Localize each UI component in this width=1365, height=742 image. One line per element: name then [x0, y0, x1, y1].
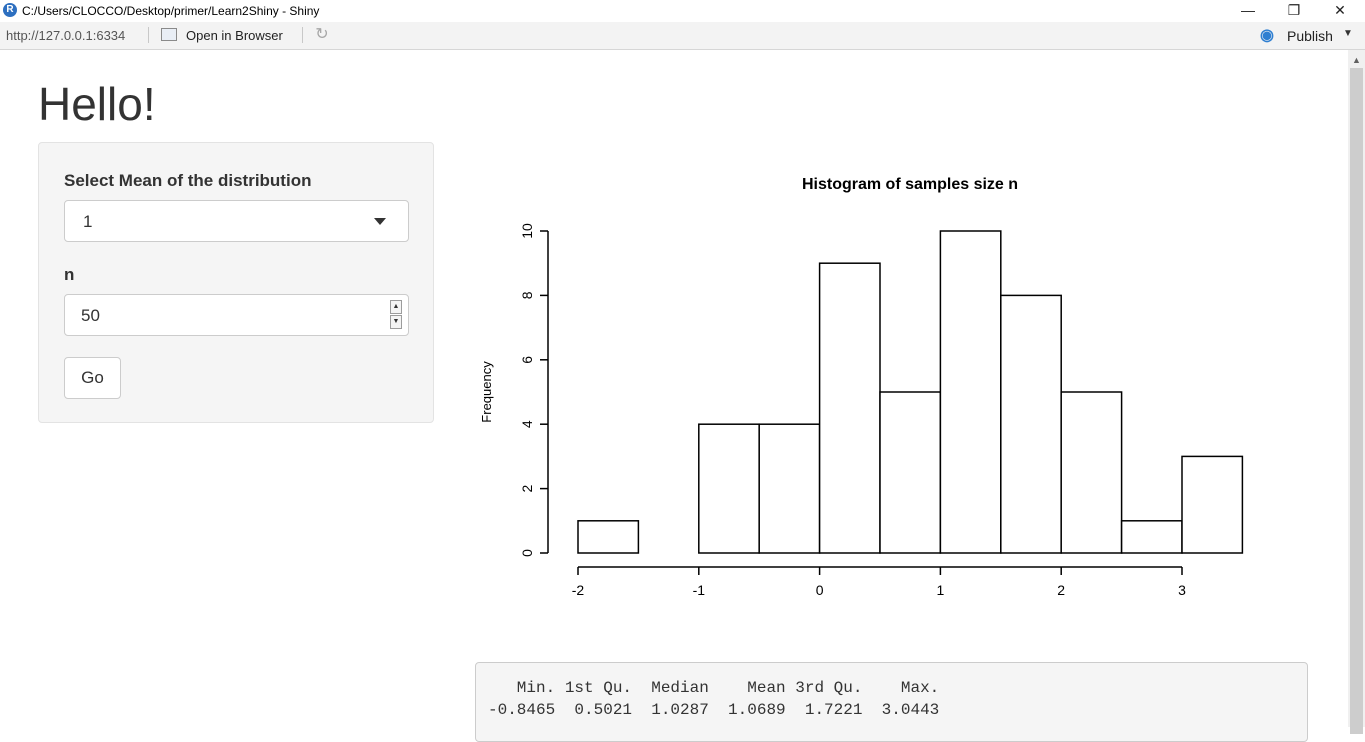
- x-axis: -2 -1 0 1 2 3: [572, 566, 1186, 598]
- scrollbar-thumb[interactable]: [1350, 68, 1363, 734]
- x-tick-label: 1: [937, 582, 945, 598]
- spin-down-icon[interactable]: ▼: [390, 315, 402, 329]
- sidebar-panel: Select Mean of the distribution 1 n 50 ▲…: [38, 142, 434, 423]
- chart-title: Histogram of samples size n: [802, 176, 1018, 193]
- go-button[interactable]: Go: [64, 357, 121, 399]
- histogram-bars: [577, 230, 1244, 554]
- refresh-icon[interactable]: ↻: [315, 26, 329, 43]
- y-tick-label: 10: [519, 223, 535, 239]
- scroll-up-icon[interactable]: ▲: [1352, 55, 1361, 65]
- viewer-toolbar: http://127.0.0.1:6334 Open in Browser ↻ …: [0, 22, 1365, 50]
- x-tick-label: -1: [693, 582, 706, 598]
- spin-up-icon[interactable]: ▲: [390, 300, 402, 314]
- histogram-bar: [1120, 520, 1183, 554]
- rstudio-icon: R: [3, 3, 17, 17]
- window-titlebar: R C:/Users/CLOCCO/Desktop/primer/Learn2S…: [0, 0, 1365, 22]
- x-tick-label: 2: [1057, 582, 1065, 598]
- summary-values: -0.8465 0.5021 1.0287 1.0689 1.7221 3.04…: [488, 701, 949, 719]
- y-axis-label: Frequency: [479, 361, 494, 423]
- maximize-button[interactable]: ❐: [1287, 2, 1301, 18]
- vertical-scrollbar[interactable]: ▲: [1348, 50, 1365, 734]
- minimize-button[interactable]: —: [1241, 2, 1255, 18]
- y-tick-label: 4: [519, 420, 535, 428]
- mean-select-label: Select Mean of the distribution: [64, 171, 312, 190]
- histogram-bar: [1060, 391, 1123, 554]
- histogram-bar: [818, 262, 881, 554]
- mean-select-value: 1: [83, 212, 93, 231]
- y-axis: 0 2 4 6 8 10: [519, 223, 549, 557]
- window-title: C:/Users/CLOCCO/Desktop/primer/Learn2Shi…: [22, 4, 320, 18]
- publish-button[interactable]: Publish: [1287, 28, 1333, 44]
- x-tick-label: 0: [816, 582, 824, 598]
- toolbar-divider: [302, 27, 303, 43]
- x-tick-label: -2: [572, 582, 585, 598]
- publish-icon[interactable]: ◉: [1260, 27, 1274, 44]
- histogram-plot: Histogram of samples size n Frequency -2…: [479, 176, 1244, 598]
- n-numeric-input[interactable]: 50 ▲ ▼: [64, 294, 409, 336]
- summary-output: Min. 1st Qu. Median Mean 3rd Qu. Max. -0…: [475, 662, 1308, 742]
- url-display[interactable]: http://127.0.0.1:6334: [6, 28, 126, 43]
- y-tick-label: 2: [519, 484, 535, 492]
- mean-select[interactable]: 1: [64, 200, 409, 242]
- histogram-bar: [879, 391, 942, 554]
- browser-window-icon: [161, 28, 177, 41]
- summary-header: Min. 1st Qu. Median Mean 3rd Qu. Max.: [488, 679, 949, 697]
- histogram-bar: [577, 520, 640, 554]
- y-tick-label: 8: [519, 291, 535, 299]
- dropdown-caret-icon[interactable]: [374, 218, 386, 225]
- close-button[interactable]: ✕: [1334, 2, 1346, 18]
- y-tick-label: 0: [519, 549, 535, 557]
- open-in-browser-button[interactable]: Open in Browser: [186, 28, 283, 43]
- n-input-value: 50: [81, 306, 100, 325]
- x-tick-label: 3: [1178, 582, 1186, 598]
- y-tick-label: 6: [519, 356, 535, 364]
- histogram-bar: [758, 423, 821, 554]
- toolbar-divider: [148, 27, 149, 43]
- histogram-bar: [698, 423, 760, 554]
- page-title: Hello!: [38, 78, 156, 130]
- publish-dropdown-icon[interactable]: ▼: [1343, 28, 1353, 39]
- histogram-bar: [1181, 455, 1244, 554]
- histogram-bar: [1000, 294, 1062, 554]
- histogram-bar: [939, 230, 1002, 554]
- n-input-label: n: [64, 265, 75, 284]
